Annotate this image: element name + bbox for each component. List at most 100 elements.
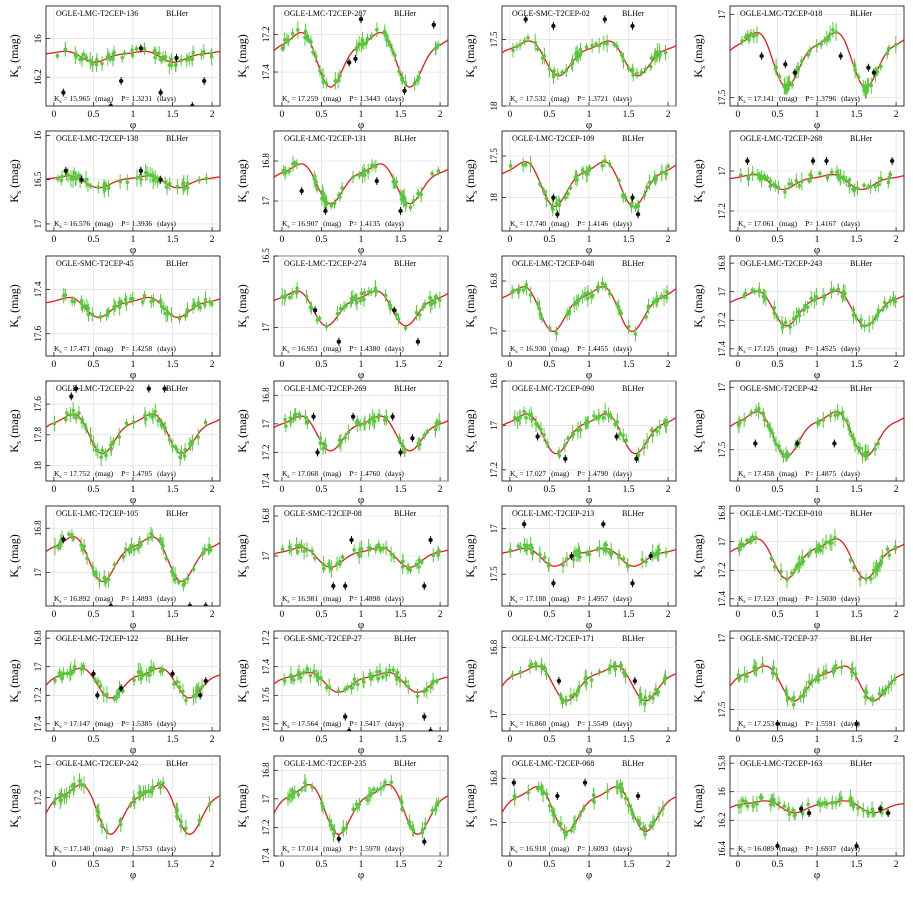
data-point: [175, 447, 179, 452]
data-point: [621, 671, 626, 675]
x-tick-label: 1.5: [623, 360, 635, 370]
mag-label: K: [282, 469, 288, 478]
data-point: [569, 62, 574, 66]
star-class: BLHer: [166, 759, 189, 768]
data-point: [580, 294, 585, 299]
data-point: [859, 318, 863, 322]
data-point: [79, 299, 84, 303]
period-value: 1.4898: [360, 594, 381, 603]
data-point: [818, 171, 822, 176]
x-axis-label: φ: [130, 869, 136, 881]
light-curve-panel: 0 0.5 1 1.5 2 φ 16.5 17 Ks (mag) OGLE-LMC-T2CEP-2…: [228, 248, 457, 381]
plot-area: [274, 663, 448, 731]
data-point: [773, 183, 778, 188]
data-point: [315, 674, 319, 678]
data-point: [616, 785, 620, 790]
period-value: 1.4705: [132, 469, 153, 478]
stats-annotation: Ks = 16.907 (mag) P= 1.4135 (days): [282, 219, 404, 230]
mag-unit: (mag): [95, 219, 113, 228]
mag-label: K: [738, 594, 744, 603]
data-point: [355, 805, 360, 810]
outlier-point: [878, 806, 883, 812]
mag-sub: s: [515, 224, 517, 230]
y-axis-label-suffix: (mag): [463, 409, 477, 441]
data-point: [132, 800, 137, 804]
period-unit: (days): [157, 219, 176, 228]
data-point: [663, 171, 668, 175]
x-tick-label: 0.5: [316, 235, 328, 245]
data-point: [397, 69, 401, 73]
data-point: [550, 204, 555, 208]
data-point: [572, 302, 577, 307]
data-point: [584, 675, 588, 680]
light-curve-panel: 0 0.5 1 1.5 2 φ 17 17.5 Ks (mag) OGLE-SMC-T2CEP-3…: [684, 625, 913, 756]
data-point: [375, 27, 379, 32]
data-point: [603, 410, 607, 414]
mag-eq: =: [518, 344, 526, 353]
data-point: [559, 696, 564, 700]
data-point: [124, 547, 128, 551]
period-prefix: P=: [349, 94, 357, 103]
y-tick-label: 17.4: [261, 658, 271, 674]
data-point: [889, 681, 894, 685]
plot-area: [274, 279, 448, 346]
data-point: [789, 181, 794, 186]
data-point: [591, 793, 596, 797]
x-tick-label: 2: [210, 110, 215, 120]
data-point: [185, 185, 190, 190]
star-name: OGLE-LMC-T2CEP-171: [512, 634, 594, 643]
x-tick-label: 1.5: [167, 110, 179, 120]
data-point: [64, 411, 69, 415]
data-point: [650, 433, 655, 437]
data-point: [299, 675, 303, 680]
data-point: [776, 185, 781, 190]
period-prefix: P=: [121, 469, 129, 478]
data-point: [60, 174, 64, 179]
outlier-point: [299, 188, 304, 194]
data-point: [422, 690, 426, 694]
y-axis-label-suffix: (mag): [7, 284, 21, 316]
y-tick-label: 17: [261, 419, 271, 429]
data-point: [518, 670, 523, 675]
period-prefix: P=: [805, 344, 813, 353]
data-point: [809, 174, 814, 178]
data-point: [868, 184, 873, 189]
outlier-point: [885, 810, 891, 816]
period-prefix: P=: [805, 219, 813, 228]
period-unit: (days): [613, 844, 632, 853]
data-point: [825, 174, 830, 179]
stats-annotation: Ks = 17.027 (mag) P= 1.4790 (days): [510, 469, 632, 480]
x-axis-label: φ: [358, 619, 364, 631]
y-tick-label: 16.8: [489, 273, 499, 289]
data-point: [132, 678, 136, 682]
x-tick-label: 1: [131, 360, 136, 370]
y-tick-label: 17: [261, 551, 271, 561]
data-point: [365, 798, 369, 802]
data-point: [617, 178, 621, 183]
data-point: [140, 673, 145, 678]
y-tick-label: 17.2: [261, 26, 271, 42]
mag-sub: s: [287, 224, 289, 230]
y-axis-label-suffix: (mag): [463, 34, 477, 66]
data-point: [749, 31, 753, 36]
star-class: BLHer: [850, 384, 873, 393]
data-point: [566, 191, 570, 196]
mag-unit: (mag): [551, 719, 569, 728]
data-point: [510, 673, 515, 678]
x-tick-label: 1.5: [395, 110, 407, 120]
data-point: [814, 549, 818, 554]
data-point: [888, 299, 893, 303]
data-point: [403, 680, 408, 684]
stats-annotation: Ks = 16.860 (mag) P= 1.5549 (days): [510, 719, 632, 730]
data-point: [535, 47, 540, 51]
x-tick-label: 1.5: [623, 110, 635, 120]
period-value: 1.5978: [360, 844, 381, 853]
data-point: [375, 670, 379, 674]
x-axis-label: φ: [130, 369, 136, 381]
period-value: 1.5753: [132, 844, 153, 853]
y-axis-label-main: K: [691, 819, 705, 828]
mag-eq: =: [62, 844, 70, 853]
